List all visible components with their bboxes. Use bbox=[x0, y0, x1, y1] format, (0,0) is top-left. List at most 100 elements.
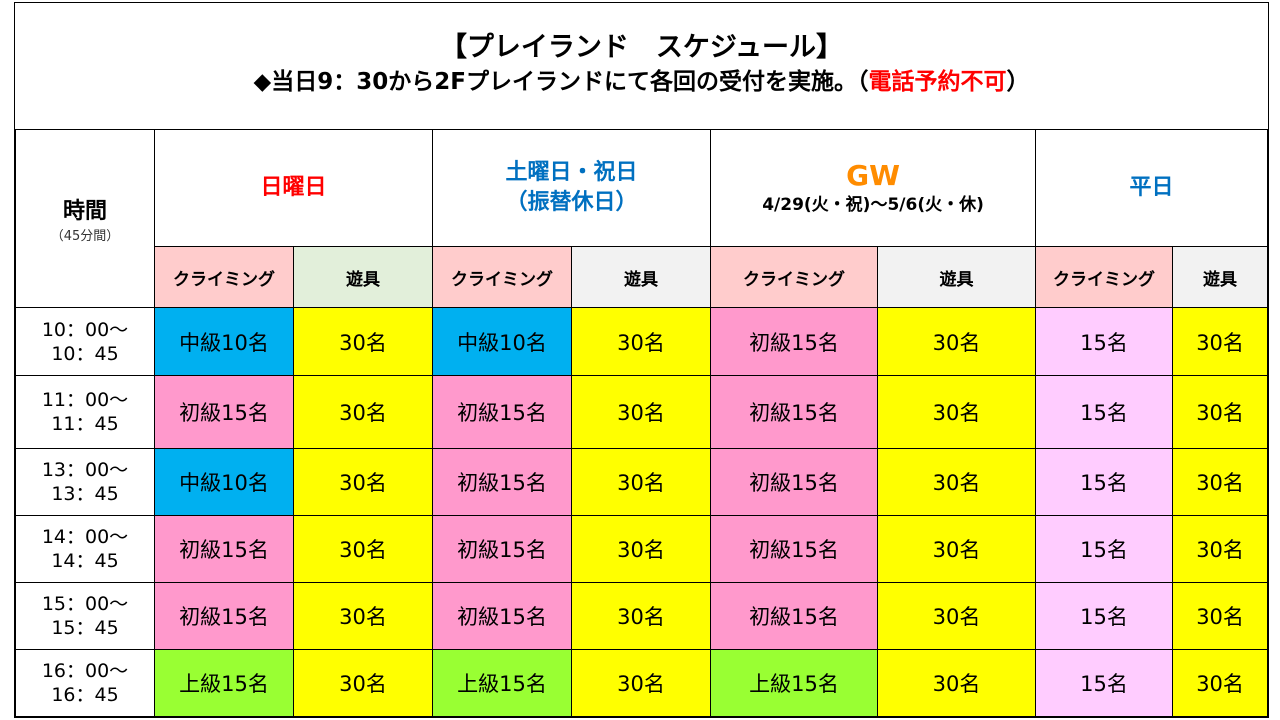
gw-toys-cell: 30名 bbox=[877, 649, 1037, 717]
sunday-header: 日曜日 bbox=[153, 129, 434, 247]
weekday-toys-cell: 30名 bbox=[1172, 515, 1269, 583]
gw-climbing-cell: 上級15名 bbox=[710, 649, 879, 717]
time-end: 13：45 bbox=[51, 483, 119, 505]
gw-toys-cell: 30名 bbox=[877, 515, 1037, 583]
gw-header-range: 4/29(火・祝)～5/6(火・休) bbox=[762, 195, 984, 215]
sunday-toys-cell: 30名 bbox=[292, 307, 434, 376]
time-slot-cell: 10：00～ 10：45 bbox=[15, 307, 155, 376]
time-start: 10：00～ bbox=[41, 318, 129, 341]
weekday-climbing-cell: 15名 bbox=[1035, 582, 1174, 650]
page-title: 【プレイランド スケジュール】 bbox=[439, 32, 844, 63]
weekday-toys-cell: 30名 bbox=[1172, 649, 1269, 717]
time-start: 11：00～ bbox=[41, 389, 129, 411]
time-slot-cell: 16：00～ 16：45 bbox=[15, 649, 155, 717]
time-header: 時間 （45分間） bbox=[15, 129, 155, 308]
sunday-climbing-cell: 初級15名 bbox=[154, 375, 294, 449]
weekday-climbing-header: クライミング bbox=[1035, 246, 1174, 308]
gw-toys-cell: 30名 bbox=[877, 375, 1037, 449]
saturday-header: 土曜日・祝日 （振替休日） bbox=[432, 129, 712, 247]
time-end: 15：45 bbox=[51, 617, 119, 639]
gw-climbing-cell: 初級15名 bbox=[710, 307, 879, 376]
saturday-climbing-cell: 初級15名 bbox=[432, 515, 573, 583]
saturday-toys-cell: 30名 bbox=[571, 515, 712, 583]
weekday-toys-cell: 30名 bbox=[1172, 448, 1269, 516]
gw-climbing-header: クライミング bbox=[710, 246, 879, 308]
sunday-toys-cell: 30名 bbox=[292, 375, 434, 449]
time-header-label: 時間 bbox=[62, 199, 107, 224]
saturday-toys-cell: 30名 bbox=[571, 307, 712, 376]
gw-climbing-cell: 初級15名 bbox=[710, 582, 879, 650]
saturday-climbing-cell: 初級15名 bbox=[432, 448, 573, 516]
sunday-climbing-cell: 初級15名 bbox=[154, 582, 294, 650]
saturday-climbing-header: クライミング bbox=[432, 246, 573, 308]
saturday-toys-cell: 30名 bbox=[571, 375, 712, 449]
weekday-toys-cell: 30名 bbox=[1172, 375, 1269, 449]
weekday-toys-header: 遊具 bbox=[1172, 246, 1269, 308]
saturday-toys-header: 遊具 bbox=[571, 246, 712, 308]
time-header-sub: （45分間） bbox=[50, 229, 120, 244]
time-start: 13：00～ bbox=[41, 459, 129, 481]
gw-climbing-cell: 初級15名 bbox=[710, 515, 879, 583]
saturday-climbing-cell: 初級15名 bbox=[432, 375, 573, 449]
saturday-header-line1: 土曜日・祝日 bbox=[505, 160, 638, 185]
header-row-days: 時間 （45分間） 日曜日 土曜日・祝日 （振替休日） GW 4/29(火・祝)… bbox=[15, 129, 1269, 308]
gw-climbing-cell: 初級15名 bbox=[710, 375, 879, 449]
saturday-climbing-cell: 中級10名 bbox=[432, 307, 573, 376]
weekday-climbing-cell: 15名 bbox=[1035, 375, 1174, 449]
weekday-climbing-cell: 15名 bbox=[1035, 307, 1174, 376]
sunday-climbing-cell: 中級10名 bbox=[154, 448, 294, 516]
gw-header: GW 4/29(火・祝)～5/6(火・休) bbox=[710, 129, 1037, 247]
saturday-climbing-cell: 上級15名 bbox=[432, 649, 573, 717]
time-slot-cell: 15：00～ 15：45 bbox=[15, 582, 155, 650]
schedule-sheet: 【プレイランド スケジュール】 ◆当日9：30から2Fプレイランドにて各回の受付… bbox=[14, 2, 1269, 718]
table-row: 11：00～ 11：45 初級15名 30名 初級15名 30名 初級15名 30名 15名 30… bbox=[15, 375, 1269, 449]
sunday-climbing-header: クライミング bbox=[154, 246, 294, 308]
time-end: 14：45 bbox=[51, 550, 119, 572]
table-row: 16：00～ 16：45 上級15名 30名 上級15名 30名 上級15名 30名 15名 30… bbox=[15, 649, 1269, 717]
time-start: 15：00～ bbox=[41, 593, 129, 615]
weekday-climbing-cell: 15名 bbox=[1035, 448, 1174, 516]
gw-header-title: GW bbox=[846, 159, 900, 192]
subtitle-warning: 電話予約不可 bbox=[868, 69, 1007, 95]
weekday-header: 平日 bbox=[1035, 129, 1269, 247]
time-end: 10：45 bbox=[51, 342, 119, 365]
subtitle-main: ◆当日9：30から2Fプレイランドにて各回の受付を実施。（ bbox=[253, 69, 869, 95]
time-slot-cell: 14：00～ 14：45 bbox=[15, 515, 155, 583]
page-subtitle: ◆当日9：30から2Fプレイランドにて各回の受付を実施。（電話予約不可） bbox=[15, 67, 1268, 97]
subtitle-end: ） bbox=[1006, 69, 1030, 95]
gw-climbing-cell: 初級15名 bbox=[710, 448, 879, 516]
saturday-climbing-cell: 初級15名 bbox=[432, 582, 573, 650]
gw-toys-cell: 30名 bbox=[877, 307, 1037, 376]
sunday-climbing-cell: 上級15名 bbox=[154, 649, 294, 717]
sunday-toys-cell: 30名 bbox=[292, 448, 434, 516]
saturday-toys-cell: 30名 bbox=[571, 448, 712, 516]
header-row-types: クライミング 遊具 クライミング 遊具 クライミング 遊具 クライミング 遊具 bbox=[16, 246, 1269, 308]
time-slot-cell: 11：00～ 11：45 bbox=[15, 375, 155, 449]
sunday-climbing-cell: 中級10名 bbox=[154, 307, 294, 376]
time-start: 14：00～ bbox=[41, 526, 129, 548]
time-end: 16：45 bbox=[51, 684, 119, 706]
table-row: 10：00～ 10：45 中級10名 30名 中級10名 30名 初級15名 30名 15名 30… bbox=[15, 307, 1269, 376]
saturday-header-line2: （振替休日） bbox=[505, 190, 638, 215]
saturday-toys-cell: 30名 bbox=[571, 582, 712, 650]
table-row: 15：00～ 15：45 初級15名 30名 初級15名 30名 初級15名 30名 15名 30… bbox=[15, 582, 1269, 650]
weekday-climbing-cell: 15名 bbox=[1035, 515, 1174, 583]
time-start: 16：00～ bbox=[41, 660, 129, 682]
schedule-rows: 10：00～ 10：45 中級10名 30名 中級10名 30名 初級15名 30名 15名 30… bbox=[15, 307, 1269, 717]
schedule-banner: 【プレイランド スケジュール】 ◆当日9：30から2Fプレイランドにて各回の受付… bbox=[15, 3, 1268, 130]
schedule-table: 時間 （45分間） 日曜日 土曜日・祝日 （振替休日） GW 4/29(火・祝)… bbox=[15, 129, 1269, 717]
sunday-toys-cell: 30名 bbox=[292, 649, 434, 717]
table-row: 13：00～ 13：45 中級10名 30名 初級15名 30名 初級15名 30名 15名 30… bbox=[15, 448, 1269, 516]
time-slot-cell: 13：00～ 13：45 bbox=[15, 448, 155, 516]
time-end: 11：45 bbox=[51, 413, 119, 435]
gw-toys-cell: 30名 bbox=[877, 448, 1037, 516]
saturday-toys-cell: 30名 bbox=[571, 649, 712, 717]
gw-toys-cell: 30名 bbox=[877, 582, 1037, 650]
weekday-toys-cell: 30名 bbox=[1172, 307, 1269, 376]
weekday-climbing-cell: 15名 bbox=[1035, 649, 1174, 717]
sunday-toys-cell: 30名 bbox=[292, 515, 434, 583]
sunday-toys-cell: 30名 bbox=[292, 582, 434, 650]
weekday-toys-cell: 30名 bbox=[1172, 582, 1269, 650]
gw-toys-header: 遊具 bbox=[877, 246, 1037, 308]
sunday-climbing-cell: 初級15名 bbox=[154, 515, 294, 583]
